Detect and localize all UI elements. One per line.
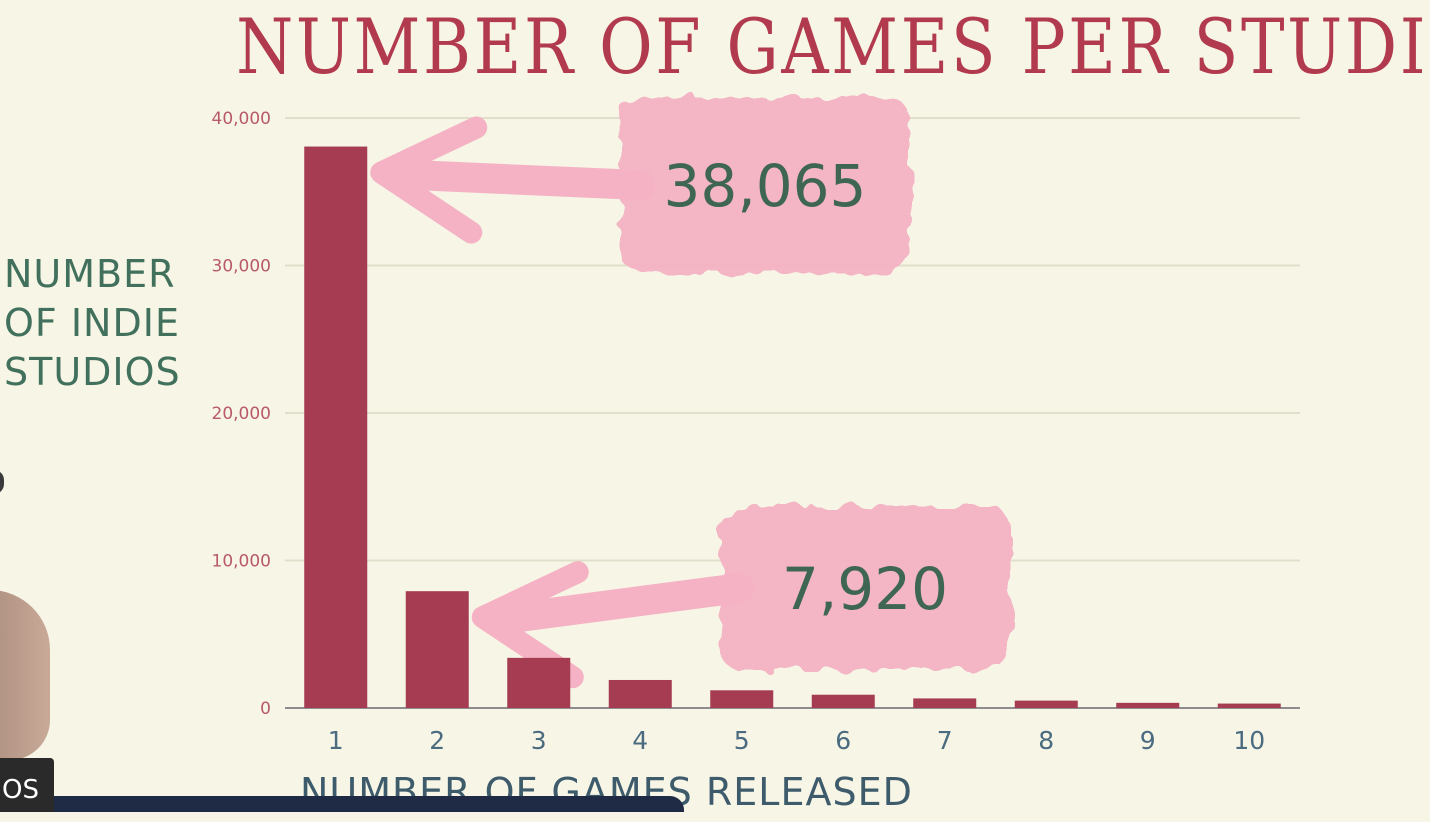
x-tick-label: 5	[734, 726, 750, 755]
x-tick-label: 2	[429, 726, 445, 755]
y-tick-label: 40,000	[212, 109, 271, 129]
bar-1	[304, 146, 368, 708]
video-corner-tag: OS	[0, 758, 54, 812]
annotation-highlight	[620, 97, 910, 273]
x-tick-label: 4	[632, 726, 648, 755]
y-tick-label: 10,000	[212, 552, 271, 572]
x-tick-label: 9	[1140, 726, 1156, 755]
x-tick-label: 6	[835, 726, 851, 755]
chart-title: NUMBER OF GAMES PER STUDIO	[236, 2, 1430, 91]
video-bottom-bar	[54, 796, 684, 812]
annotation-highlights	[370, 97, 1010, 689]
x-tick-label: 7	[937, 726, 953, 755]
bar-5	[710, 690, 774, 708]
bar-8	[1014, 700, 1078, 708]
x-tick-label: 10	[1233, 726, 1265, 755]
arrow-shaft	[487, 573, 755, 635]
y-tick-label: 20,000	[212, 404, 271, 424]
y-tick-label: 0	[260, 699, 271, 719]
annotations: 38,065 7,920	[664, 152, 949, 623]
arrow-head	[370, 116, 488, 244]
bar-10	[1217, 703, 1281, 708]
y-axis-label: NUMBER OF INDIE STUDIOS	[4, 252, 181, 394]
tick-labels: 0 10,000 20,000 30,000 40,000 1 2 3 4 5 6 7 8 9 10	[212, 109, 1266, 755]
bar-4	[608, 679, 672, 708]
x-tick-label: 8	[1038, 726, 1054, 755]
bar-3	[507, 657, 571, 708]
bar-2	[405, 591, 469, 708]
bar-6	[811, 694, 875, 708]
arrow-head	[471, 561, 589, 689]
annotation-label: 7,920	[782, 555, 948, 623]
x-tick-label: 3	[531, 726, 547, 755]
bars	[304, 146, 1281, 708]
annotation-label: 38,065	[664, 152, 867, 220]
y-tick-label: 30,000	[212, 257, 271, 277]
bar-7	[913, 698, 977, 708]
bar-9	[1116, 702, 1180, 708]
x-tick-label: 1	[328, 726, 344, 755]
arrow-shaft	[386, 159, 655, 200]
annotation-highlight	[720, 505, 1010, 671]
presenter-edge	[0, 470, 4, 494]
